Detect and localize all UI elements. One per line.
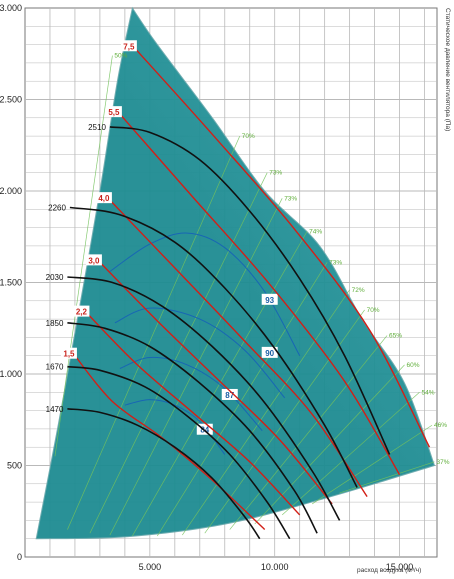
power-label-box bbox=[73, 305, 90, 317]
speed-curve bbox=[69, 206, 358, 488]
efficiency-line bbox=[89, 172, 268, 534]
x-tick-label: 15.000 bbox=[386, 562, 414, 572]
efficiency-label: 37% bbox=[437, 459, 450, 466]
efficiency-label: 72% bbox=[352, 287, 365, 294]
efficiency-label: 46% bbox=[434, 422, 447, 429]
power-label: 3,0 bbox=[88, 256, 100, 265]
efficiency-line bbox=[109, 198, 283, 536]
speed-label: 1850 bbox=[46, 319, 64, 328]
speed-curve bbox=[67, 365, 291, 540]
efficiency-line bbox=[132, 231, 308, 537]
speed-curve bbox=[109, 126, 391, 455]
x-axis-title: расход воздуха (м³/ч) bbox=[357, 567, 421, 574]
sound-label-box bbox=[196, 423, 213, 435]
efficiency-line bbox=[311, 424, 433, 505]
power-label: 5,5 bbox=[108, 108, 120, 117]
efficiency-line bbox=[339, 461, 435, 494]
efficiency-line bbox=[67, 135, 241, 530]
efficiency-line bbox=[204, 309, 365, 534]
efficiency-line bbox=[54, 55, 113, 457]
speed-curve bbox=[67, 276, 341, 521]
efficiency-label: 54% bbox=[422, 389, 435, 396]
y-tick-label: 500 bbox=[7, 461, 22, 471]
efficiency-label: 73% bbox=[329, 259, 342, 266]
speed-label: 1670 bbox=[46, 363, 64, 372]
y-tick-label: 3.000 bbox=[0, 3, 22, 13]
sound-label: 90 bbox=[265, 349, 274, 358]
power-label-box bbox=[105, 106, 122, 118]
sound-label: 87 bbox=[225, 391, 234, 400]
power-label: 1,5 bbox=[63, 350, 75, 359]
power-label: 7,5 bbox=[123, 42, 135, 51]
speed-label: 2510 bbox=[88, 123, 106, 132]
y-tick-label: 0 bbox=[17, 552, 22, 562]
x-tick-label: 10.000 bbox=[261, 562, 289, 572]
sound-label-box bbox=[221, 388, 238, 400]
power-label: 2,2 bbox=[76, 308, 88, 317]
power-curve bbox=[134, 47, 431, 448]
y-tick-label: 2.000 bbox=[0, 186, 22, 196]
x-tick-label: 5.000 bbox=[139, 562, 162, 572]
speed-curve bbox=[67, 408, 261, 540]
sound-label-box bbox=[261, 346, 278, 358]
efficiency-line bbox=[157, 262, 328, 537]
efficiency-label: 73% bbox=[284, 195, 297, 202]
speed-label: 2030 bbox=[46, 273, 64, 282]
power-curve bbox=[86, 313, 301, 516]
power-label: 4,0 bbox=[98, 194, 110, 203]
y-tick-label: 1.000 bbox=[0, 369, 22, 379]
speed-label: 2260 bbox=[48, 203, 66, 212]
power-curve bbox=[119, 113, 401, 475]
efficiency-line bbox=[182, 289, 350, 536]
efficiency-label: 70% bbox=[367, 307, 380, 314]
sound-curve bbox=[114, 307, 286, 399]
power-label-box bbox=[60, 347, 77, 359]
power-label-box bbox=[85, 254, 102, 266]
speed-curve bbox=[67, 322, 318, 534]
sound-label: 93 bbox=[265, 296, 274, 305]
efficiency-label: 73% bbox=[269, 170, 282, 177]
efficiency-line bbox=[254, 364, 405, 525]
sound-label-box bbox=[261, 293, 278, 305]
efficiency-label: 65% bbox=[389, 333, 402, 340]
speed-label: 1470 bbox=[46, 405, 64, 414]
y-axis-title: Статическое давление вентилятора (Па) bbox=[444, 8, 451, 131]
efficiency-label: 70% bbox=[242, 133, 255, 140]
power-label-box bbox=[120, 40, 137, 52]
efficiency-label: 74% bbox=[309, 228, 322, 235]
power-label-box bbox=[95, 192, 112, 204]
efficiency-label: 50% bbox=[114, 53, 127, 60]
y-tick-label: 1.500 bbox=[0, 278, 22, 288]
plot-area: 50% 70% 73% 73% 74% 73% 72% 70% 65% 60% 54% 46% 37% 9… bbox=[0, 3, 450, 572]
power-curve bbox=[109, 199, 368, 497]
efficiency-line bbox=[229, 335, 388, 530]
y-tick-label: 2.500 bbox=[0, 95, 22, 105]
efficiency-label: 60% bbox=[407, 362, 420, 369]
power-curve bbox=[99, 261, 333, 505]
sound-curve bbox=[119, 356, 263, 432]
efficiency-line bbox=[281, 392, 420, 516]
